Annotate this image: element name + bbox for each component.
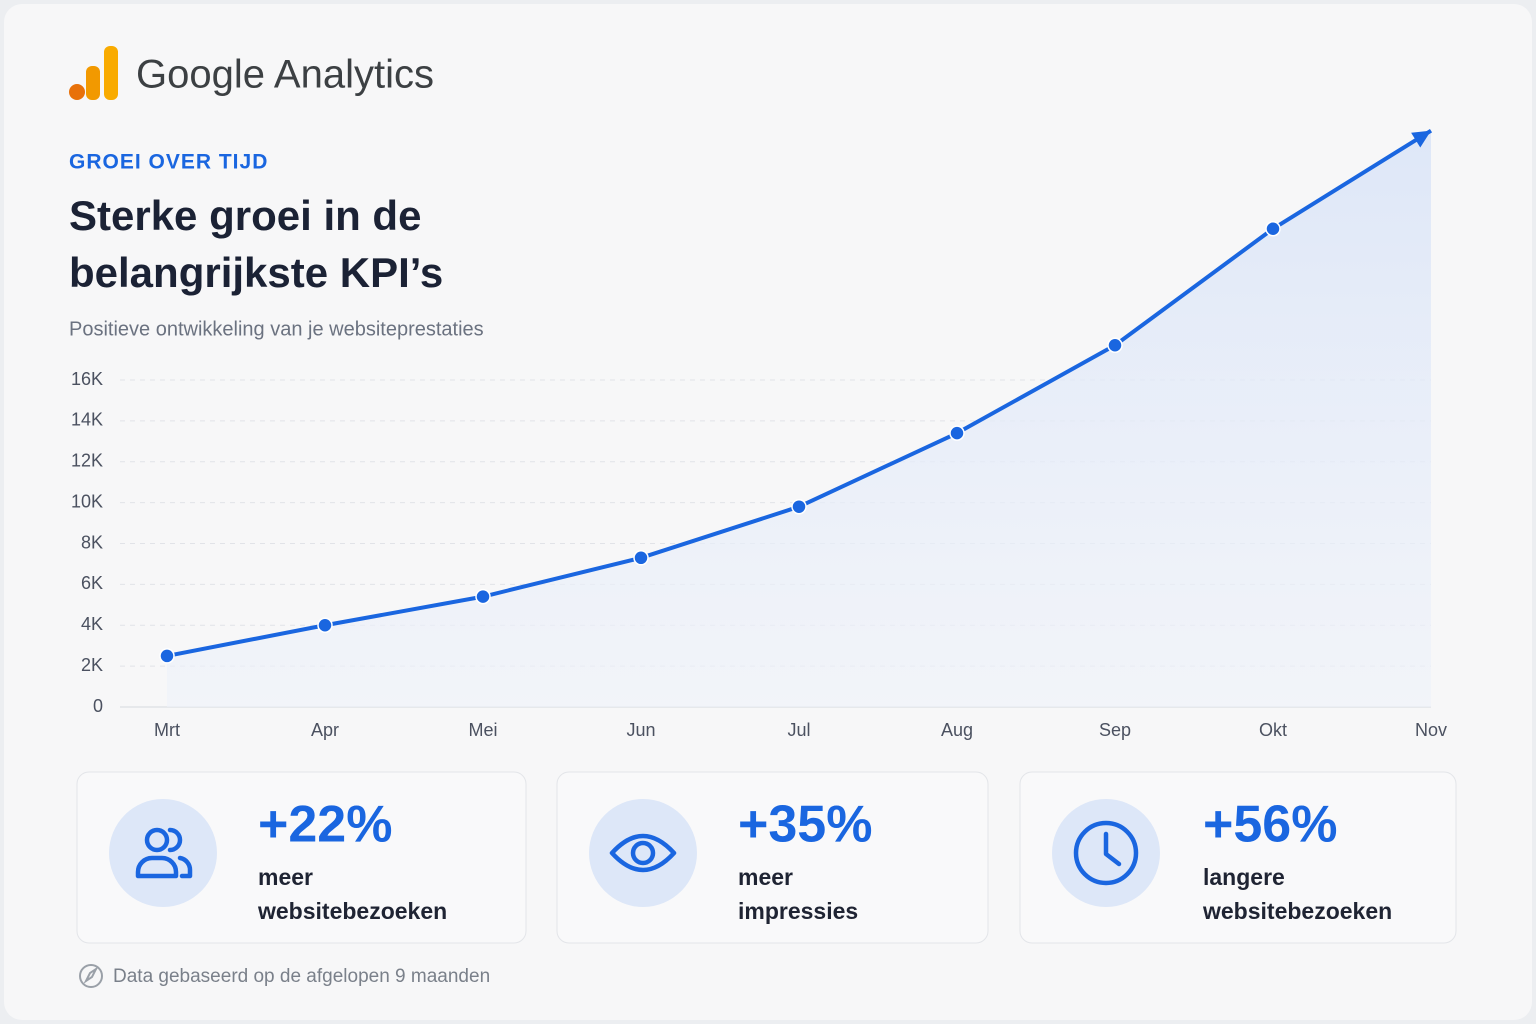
- x-tick-label: Sep: [1099, 720, 1131, 740]
- kpi-label: websitebezoeken: [257, 898, 447, 924]
- footnote-icon: [79, 964, 103, 988]
- point: [791, 498, 807, 515]
- area: [167, 130, 1431, 708]
- kpi-label: meer: [738, 864, 793, 890]
- x-tick-label: Okt: [1259, 720, 1287, 740]
- y-tick-label: 6K: [81, 573, 103, 593]
- kpi-label: meer: [258, 864, 313, 890]
- kpi-label: impressies: [738, 898, 858, 924]
- point: [633, 550, 649, 566]
- kpi-cards: [76, 771, 1457, 944]
- kpi-value: +35%: [738, 796, 872, 854]
- chart-title: belangrijkste KPI’s: [69, 249, 443, 296]
- point: [475, 588, 491, 605]
- x-tick-label: Nov: [1415, 720, 1447, 740]
- kpi-label: websitebezoeken: [1202, 898, 1392, 924]
- y-tick-label: 16K: [71, 369, 103, 389]
- y-tick-label: 8K: [81, 532, 103, 552]
- point: [949, 425, 965, 441]
- logo: [69, 46, 118, 100]
- x-tick-label: Apr: [311, 720, 339, 740]
- kpi-value: +22%: [258, 796, 392, 854]
- x-tick-label: Mei: [468, 720, 497, 740]
- y-tick-label: 10K: [71, 491, 103, 511]
- kpi-label: langere: [1203, 864, 1285, 890]
- point: [1107, 337, 1123, 354]
- eyebrow: GROEI OVER TIJD: [69, 151, 268, 174]
- point: [1265, 221, 1281, 237]
- footnote: Data gebaseerd op de afgelopen 9 maanden: [113, 966, 490, 987]
- kpi-value: +56%: [1203, 796, 1337, 854]
- y-tick-label: 4K: [81, 614, 103, 634]
- brand: Google Analytics: [136, 53, 434, 97]
- point: [317, 617, 333, 633]
- x-tick-label: Jul: [787, 720, 810, 740]
- x-tick-label: Aug: [941, 720, 973, 740]
- point: [159, 648, 175, 664]
- chart-title: Sterke groei in de: [69, 192, 421, 239]
- x-tick-label: Jun: [626, 720, 655, 740]
- subtitle: Positieve ontwikkeling van je websitepre…: [69, 318, 484, 340]
- y-tick-label: 2K: [81, 655, 103, 675]
- y-tick-label: 0: [93, 696, 103, 716]
- x-tick-label: Mrt: [154, 720, 180, 740]
- y-tick-label: 14K: [71, 410, 103, 430]
- arrow-head: [1411, 130, 1431, 148]
- y-tick-label: 12K: [71, 451, 103, 471]
- card: [4, 4, 1532, 1020]
